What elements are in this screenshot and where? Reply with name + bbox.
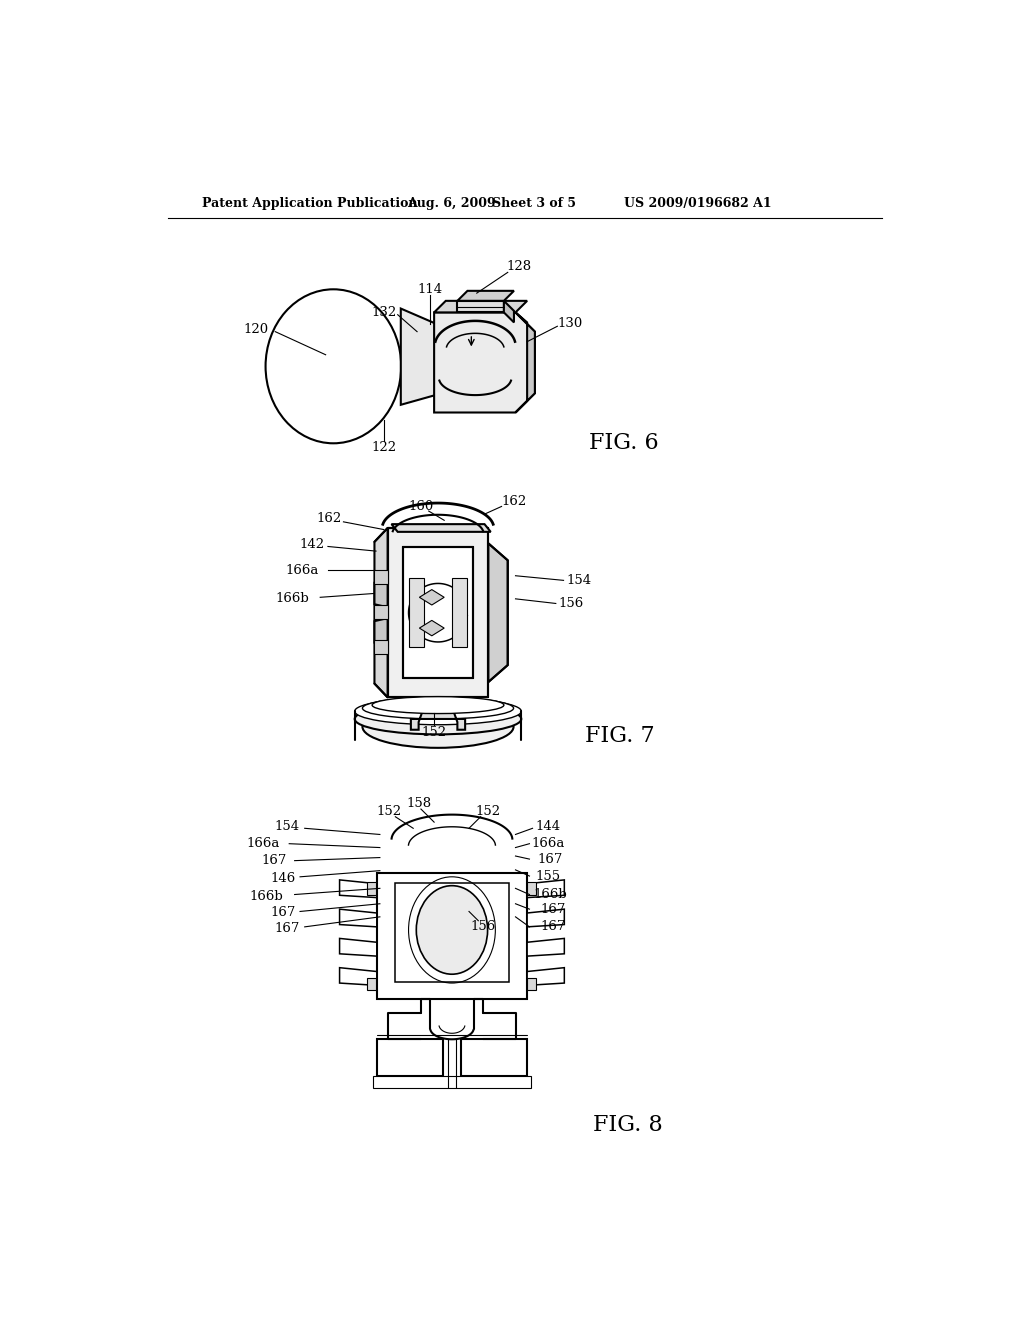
Text: 166b: 166b bbox=[249, 890, 283, 903]
Polygon shape bbox=[373, 1076, 531, 1088]
Polygon shape bbox=[452, 578, 467, 647]
Polygon shape bbox=[394, 883, 509, 982]
Text: 162: 162 bbox=[316, 512, 342, 525]
Text: 152: 152 bbox=[377, 805, 401, 818]
Text: 166a: 166a bbox=[247, 837, 281, 850]
Text: 114: 114 bbox=[418, 282, 442, 296]
Text: 155: 155 bbox=[536, 870, 560, 883]
Text: Sheet 3 of 5: Sheet 3 of 5 bbox=[493, 197, 577, 210]
Polygon shape bbox=[504, 301, 514, 322]
Text: 167: 167 bbox=[540, 903, 565, 916]
Polygon shape bbox=[461, 1039, 527, 1076]
Text: 158: 158 bbox=[407, 797, 431, 810]
Text: 122: 122 bbox=[371, 441, 396, 454]
Polygon shape bbox=[375, 579, 388, 607]
Polygon shape bbox=[377, 1039, 442, 1076]
Text: 128: 128 bbox=[507, 260, 531, 273]
Text: 167: 167 bbox=[538, 853, 563, 866]
Polygon shape bbox=[340, 909, 377, 927]
Text: 167: 167 bbox=[274, 921, 300, 935]
Text: FIG. 8: FIG. 8 bbox=[593, 1114, 663, 1135]
Text: 156: 156 bbox=[470, 920, 496, 933]
Text: 130: 130 bbox=[557, 317, 583, 330]
Text: Aug. 6, 2009: Aug. 6, 2009 bbox=[407, 197, 496, 210]
Polygon shape bbox=[420, 590, 444, 605]
Polygon shape bbox=[340, 880, 377, 898]
Polygon shape bbox=[434, 313, 535, 412]
Text: 132: 132 bbox=[371, 306, 396, 319]
Text: FIG. 7: FIG. 7 bbox=[586, 725, 655, 747]
Text: 166b: 166b bbox=[275, 593, 309, 606]
Polygon shape bbox=[527, 939, 564, 956]
Polygon shape bbox=[388, 528, 488, 697]
Polygon shape bbox=[400, 309, 436, 405]
Ellipse shape bbox=[362, 697, 514, 719]
Text: 166a: 166a bbox=[286, 564, 319, 577]
Polygon shape bbox=[367, 882, 376, 895]
Text: 152: 152 bbox=[422, 726, 446, 739]
Text: US 2009/0196682 A1: US 2009/0196682 A1 bbox=[624, 197, 772, 210]
Text: FIG. 6: FIG. 6 bbox=[589, 433, 658, 454]
Text: 160: 160 bbox=[409, 500, 433, 513]
Text: 162: 162 bbox=[502, 495, 526, 508]
Polygon shape bbox=[403, 548, 473, 678]
Polygon shape bbox=[458, 290, 514, 301]
Text: Patent Application Publication: Patent Application Publication bbox=[202, 197, 417, 210]
Polygon shape bbox=[527, 968, 564, 985]
Text: 167: 167 bbox=[270, 907, 296, 920]
Ellipse shape bbox=[417, 886, 487, 974]
Polygon shape bbox=[367, 978, 376, 990]
Polygon shape bbox=[411, 711, 465, 730]
Ellipse shape bbox=[372, 697, 504, 714]
Polygon shape bbox=[375, 528, 388, 697]
Polygon shape bbox=[527, 978, 537, 990]
Text: 166a: 166a bbox=[531, 837, 565, 850]
Text: 146: 146 bbox=[270, 871, 296, 884]
Polygon shape bbox=[340, 939, 377, 956]
Polygon shape bbox=[434, 301, 527, 313]
Text: 152: 152 bbox=[476, 805, 501, 818]
Text: 154: 154 bbox=[566, 574, 592, 587]
Polygon shape bbox=[375, 570, 388, 585]
Polygon shape bbox=[391, 524, 490, 532]
Polygon shape bbox=[488, 544, 508, 682]
Text: 166b: 166b bbox=[534, 888, 567, 902]
Polygon shape bbox=[420, 620, 444, 636]
Polygon shape bbox=[375, 618, 388, 645]
Ellipse shape bbox=[354, 698, 521, 725]
Ellipse shape bbox=[265, 289, 401, 444]
Text: 167: 167 bbox=[540, 920, 565, 933]
Text: 144: 144 bbox=[536, 820, 560, 833]
Polygon shape bbox=[375, 605, 388, 619]
Polygon shape bbox=[340, 968, 377, 985]
Polygon shape bbox=[375, 640, 388, 653]
Polygon shape bbox=[527, 882, 537, 895]
Polygon shape bbox=[377, 873, 527, 999]
Ellipse shape bbox=[354, 704, 521, 734]
Polygon shape bbox=[527, 880, 564, 898]
Text: 154: 154 bbox=[274, 820, 299, 833]
Text: 120: 120 bbox=[244, 323, 268, 335]
Polygon shape bbox=[515, 313, 535, 412]
Polygon shape bbox=[527, 909, 564, 927]
Polygon shape bbox=[458, 301, 504, 313]
Polygon shape bbox=[409, 578, 424, 647]
Ellipse shape bbox=[362, 705, 514, 748]
Text: 167: 167 bbox=[261, 854, 287, 867]
Text: 142: 142 bbox=[300, 539, 325, 552]
Text: 156: 156 bbox=[559, 597, 584, 610]
